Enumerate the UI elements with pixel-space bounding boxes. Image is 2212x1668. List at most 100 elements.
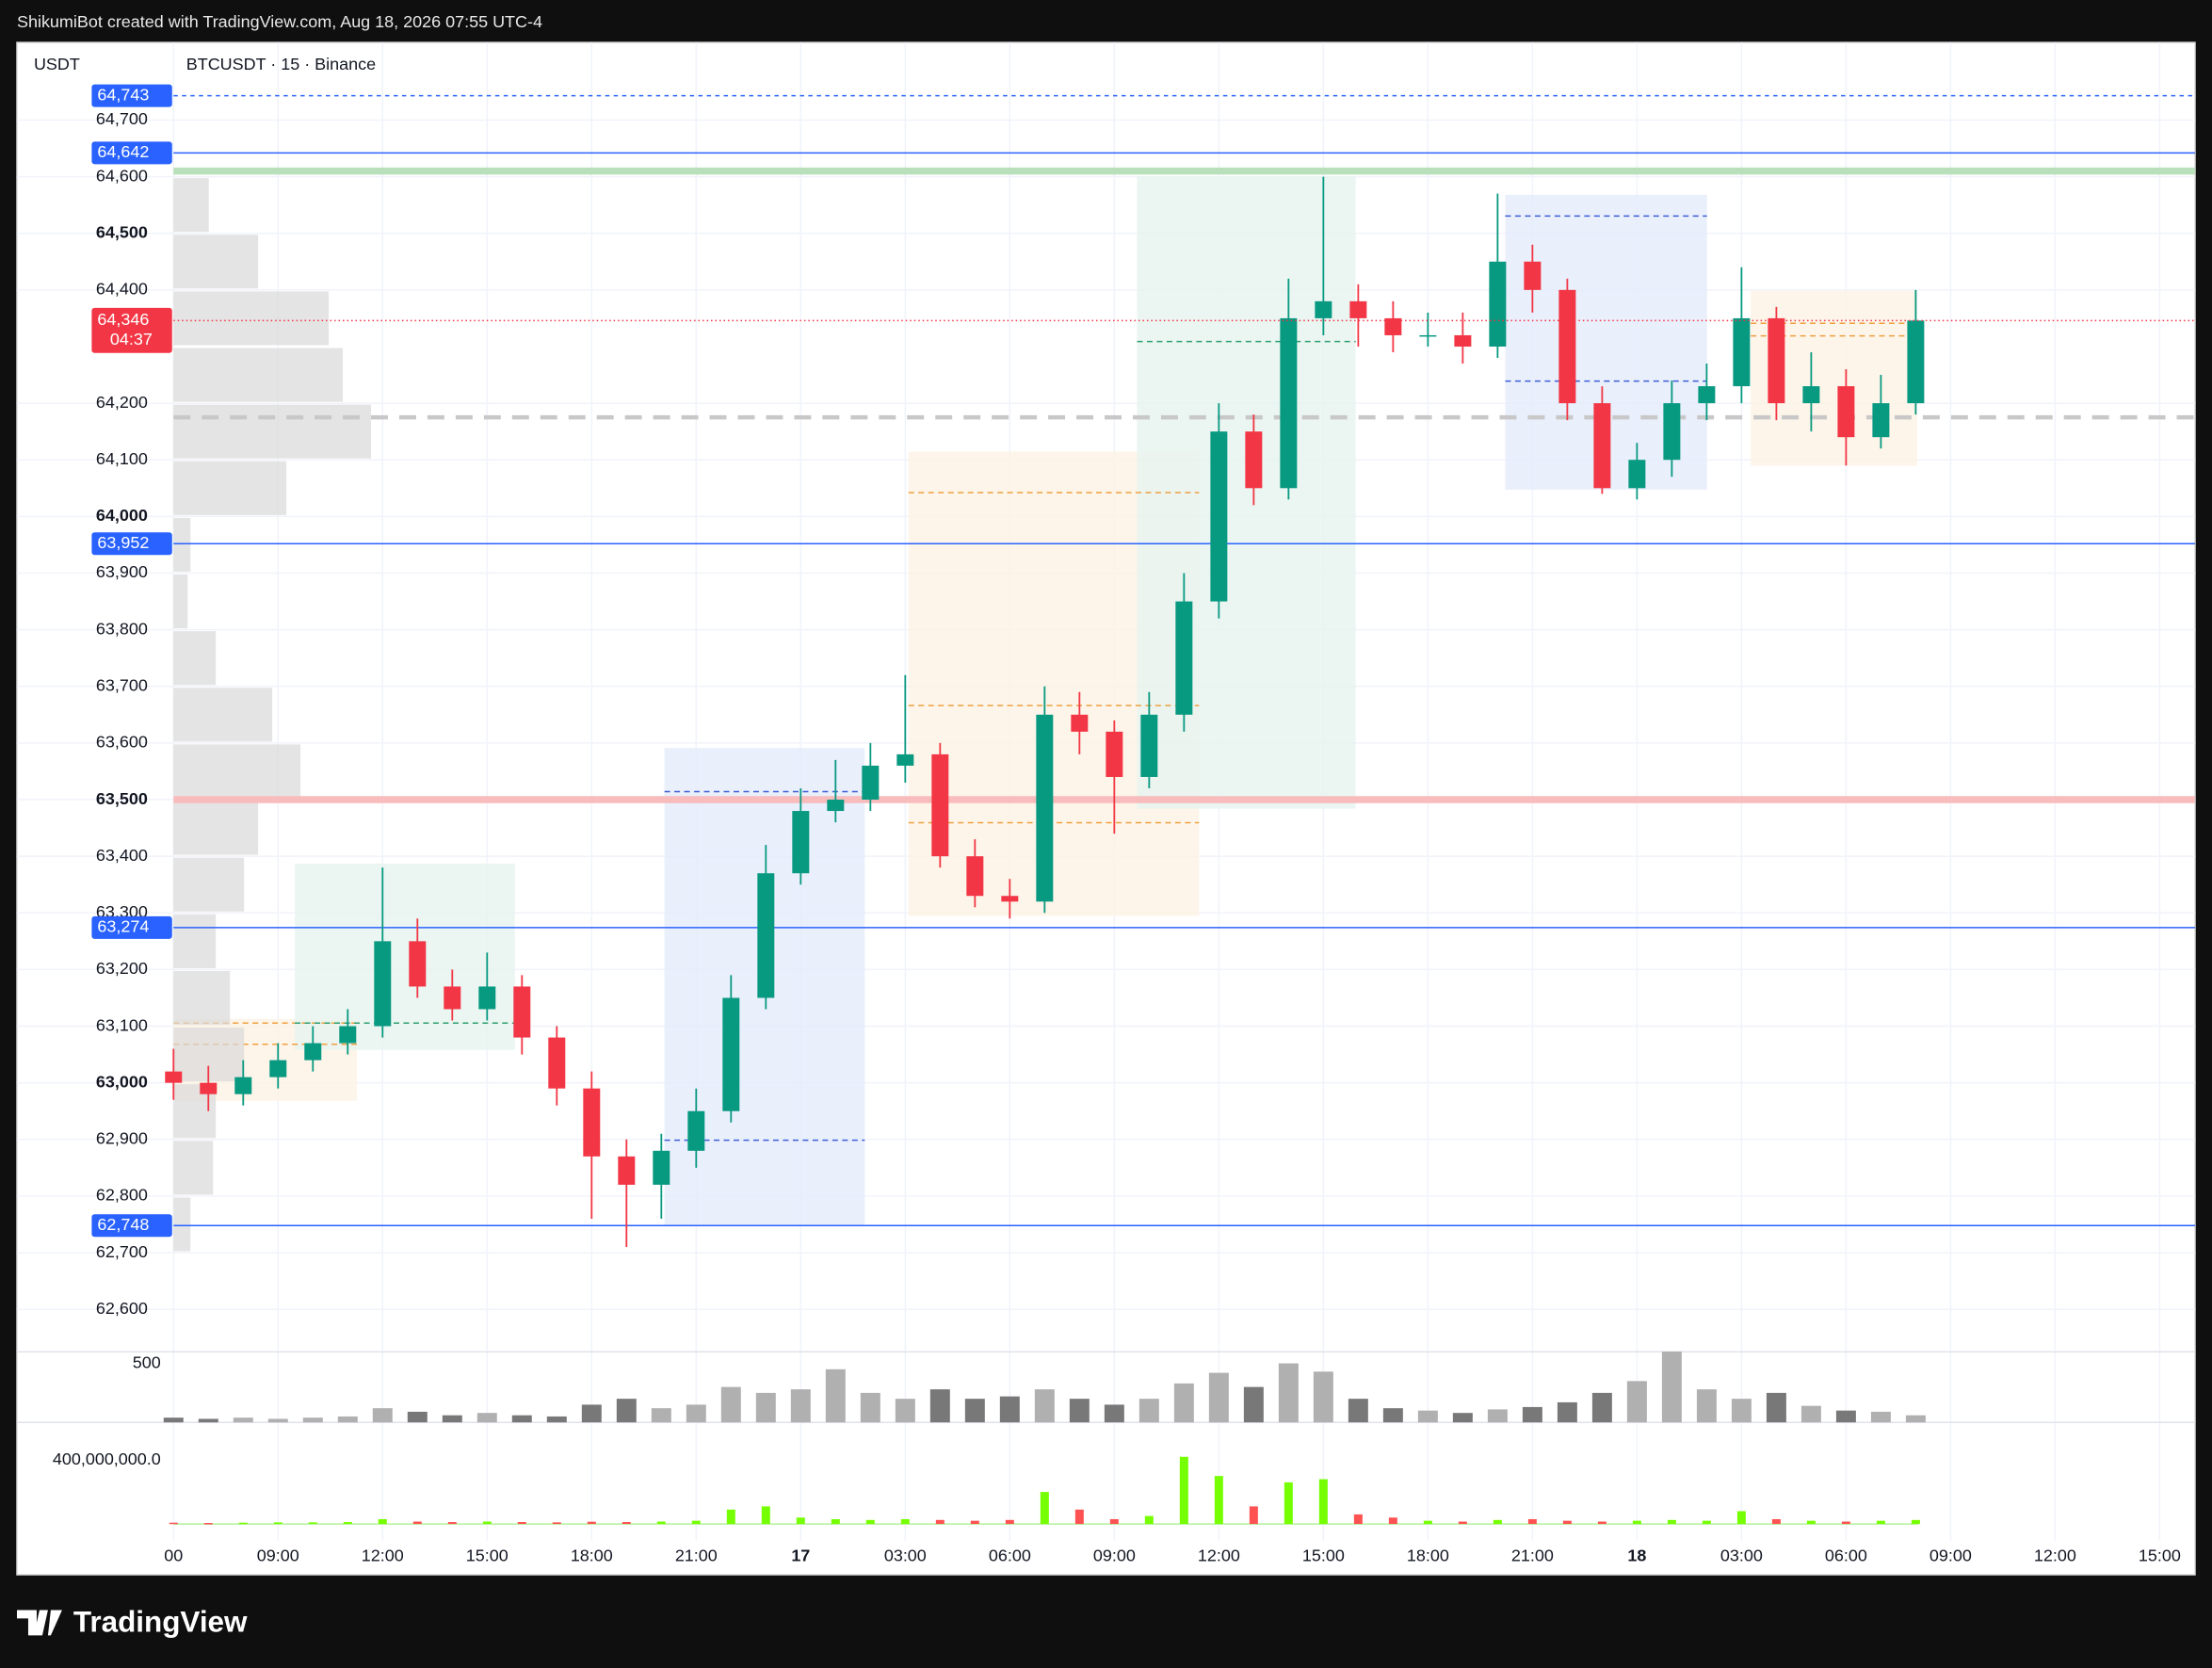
indicator-bar [726,1509,735,1525]
volume-bar [476,1413,497,1423]
y-tick-label: 64,500 [96,222,148,241]
volume-bar [895,1399,915,1423]
x-tick-label: 03:00 [1720,1546,1763,1564]
indicator-bar [552,1522,561,1525]
level-label-bg [91,84,172,107]
x-tick-label: 18 [1627,1546,1646,1564]
volume-bar [686,1404,706,1423]
volume-bar [337,1416,358,1423]
volume-profile-bar [173,970,231,1026]
candle-body [583,1088,601,1157]
y-tick-label: 62,700 [96,1242,148,1261]
indicator-bar [1214,1476,1223,1525]
x-tick-label: 15:00 [2139,1546,2181,1564]
volume-bar [1626,1381,1647,1423]
volume-bar [1696,1389,1717,1423]
brand-logo: TradingView [16,1606,248,1639]
candle-body [1280,317,1298,489]
indicator-bar [1074,1509,1084,1525]
volume-profile-bar [173,517,191,573]
indicator-bar [1736,1511,1746,1525]
y-tick-label: 63,100 [96,1015,148,1034]
volume-bar [1208,1372,1229,1423]
x-tick-label: 17 [791,1546,810,1564]
level-label: 63,274 [97,917,149,936]
candle-body [269,1060,287,1077]
x-tick-label: 12:00 [2034,1546,2076,1564]
candle-body [896,753,914,766]
candle-body [444,986,461,1010]
volume-bar [1557,1401,1577,1423]
indicator-bar [1527,1518,1537,1525]
volume-bar [616,1399,637,1423]
candle-body [339,1026,357,1044]
countdown-label: 04:37 [110,330,153,348]
brand: TradingView [73,1606,248,1639]
current-price-label-bg [91,307,172,353]
indicator-bar [1911,1519,1920,1525]
level-label-bg [91,915,172,939]
volume-bar [1661,1352,1682,1423]
indicator-bar [1841,1521,1850,1525]
volume-bar [1348,1399,1368,1423]
candle-body [1315,300,1332,318]
y-tick-label: 63,900 [96,562,148,581]
x-tick-label: 21:00 [675,1546,718,1564]
indicator-bar [831,1518,840,1525]
indicator-bar [865,1519,875,1525]
volume-bar [929,1389,950,1423]
indicator-bar [622,1522,631,1525]
volume-bar [964,1399,985,1423]
position-boxes [173,176,1917,1225]
candle-body [1733,317,1751,387]
indicator-bar [1771,1518,1781,1525]
volume-bar [267,1418,288,1423]
y-tick-label: 63,000 [96,1072,148,1091]
y-tick-label: 63,800 [96,619,148,638]
indicator-bar [1005,1519,1014,1525]
volume-tick-label: 500 [133,1352,161,1371]
candle-body [1872,403,1890,438]
y-tick-label: 62,900 [96,1129,148,1148]
candle-body [1628,460,1646,489]
volume-profile-bar [173,178,209,233]
x-tick-label: 18:00 [1407,1546,1449,1564]
candle-body [687,1110,705,1151]
candle-body [1768,317,1785,404]
volume-bar [442,1415,462,1423]
candle-body [165,1071,183,1083]
candle-body [1419,334,1437,337]
y-tick-label: 64,100 [96,449,148,468]
volume-bar [1069,1399,1090,1423]
candle-body [1001,896,1019,902]
level-label-bg [91,1214,172,1238]
candle-body [653,1150,670,1185]
x-tick-label: 09:00 [257,1546,299,1564]
indicator-bar [1284,1482,1293,1525]
volume-profile-bar [173,801,259,855]
x-tick-label: 06:00 [1825,1546,1867,1564]
indicator-bar [1040,1492,1049,1525]
candle-body [1454,334,1472,347]
y-tick-label: 62,800 [96,1186,148,1205]
volume-bar [546,1416,567,1423]
indicator-bar [1144,1515,1154,1525]
volume-profile-bar [173,914,217,968]
volume-bar [1905,1415,1926,1423]
x-tick-label: 00 [164,1546,183,1564]
indicator-bar [482,1521,492,1525]
volume-bar [1800,1405,1821,1423]
candle-body [1210,431,1228,602]
indicator-bar [1353,1514,1363,1525]
y-tick-label: 63,700 [96,676,148,695]
volume-bar [1417,1410,1438,1423]
x-tick-label: 15:00 [1302,1546,1345,1564]
candle-body [1489,261,1507,347]
volume-bar [1104,1404,1124,1423]
y-tick-label: 63,200 [96,959,148,978]
indicator-bar [1702,1520,1711,1525]
candle-body [1837,386,1855,438]
y-tick-label: 64,000 [96,506,148,525]
volume-bar [198,1418,218,1423]
